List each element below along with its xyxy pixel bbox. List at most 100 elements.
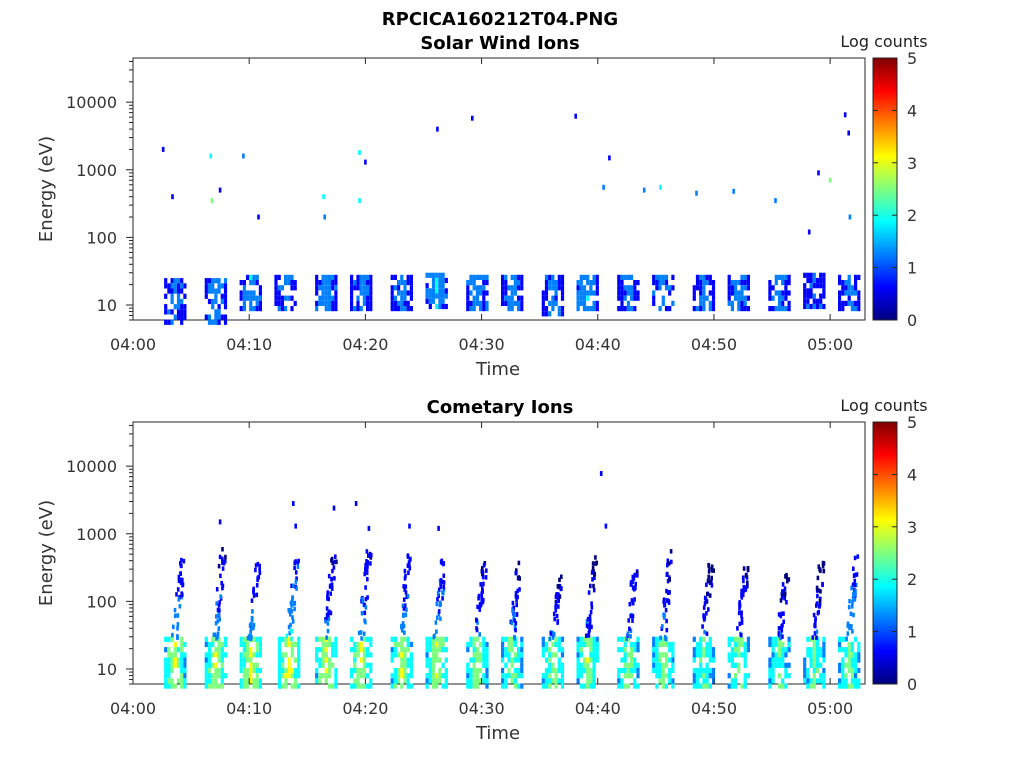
burst-cell [841, 662, 845, 668]
burst-cell [211, 683, 215, 689]
burst-cell [274, 290, 278, 296]
burst-cell [586, 667, 590, 674]
burst-cell [702, 285, 706, 291]
burst-cell [774, 280, 778, 286]
burst-cell [620, 295, 624, 301]
burst-cell [173, 647, 177, 653]
tail-cell [854, 589, 857, 594]
burst-cell [249, 667, 253, 674]
burst-cell [425, 657, 429, 663]
tail-cell [402, 597, 406, 602]
burst-cell [252, 306, 256, 312]
burst-cell [702, 673, 706, 679]
burst-cell [809, 678, 813, 684]
burst-cell [318, 678, 322, 684]
colorbar-label: Log counts [840, 32, 927, 51]
burst-cell [164, 647, 168, 653]
burst-cell [699, 673, 703, 679]
burst-cell [560, 678, 565, 684]
burst-cell [815, 277, 820, 284]
tail-cell [407, 570, 410, 576]
tail-cell [256, 561, 260, 567]
tail-cell [435, 601, 439, 607]
burst-cell [636, 673, 640, 679]
tail-cell [514, 620, 518, 626]
burst-cell [711, 280, 716, 286]
burst-cell [815, 678, 820, 684]
burst-cell [771, 667, 775, 674]
tail-cell [400, 623, 403, 629]
tail-cell [246, 635, 250, 641]
burst-cell [315, 274, 319, 280]
tail-cell [553, 616, 556, 622]
burst-cell [350, 667, 354, 674]
tail-cell [786, 578, 789, 584]
burst-cell [517, 295, 521, 301]
tail-cell [587, 630, 591, 636]
burst-cell [315, 636, 319, 642]
burst-cell [513, 300, 517, 306]
tail-cell [711, 568, 714, 573]
event-21 [774, 198, 777, 204]
burst-cell [560, 652, 565, 658]
burst-cell [472, 285, 476, 291]
burst-cell [435, 673, 439, 679]
burst-cell [315, 667, 319, 674]
burst-cell [592, 290, 596, 296]
burst-cell [362, 652, 366, 658]
burst-cell [692, 647, 696, 653]
burst-cell [431, 288, 436, 294]
burst-cell [620, 300, 624, 306]
tail-cell [513, 624, 517, 629]
tail-cell [439, 559, 443, 565]
burst-cell [400, 274, 404, 280]
burst-cell [242, 306, 246, 312]
tail-cell [221, 556, 224, 562]
tail-cell [746, 584, 749, 589]
burst-cell [359, 667, 363, 674]
burst-cell [857, 306, 861, 312]
burst-cell [280, 285, 284, 291]
burst-cell [576, 290, 580, 296]
burst-cell [170, 636, 174, 642]
burst-cell [406, 647, 410, 653]
burst-cell [362, 662, 366, 668]
burst-cell [207, 641, 212, 648]
burst-cell [774, 290, 778, 296]
tail-cell [214, 621, 218, 626]
burst-cell [356, 306, 360, 312]
burst-cell [501, 285, 505, 291]
burst-cell [485, 657, 489, 663]
tail-cell [251, 609, 254, 614]
burst-cell [164, 683, 168, 689]
burst-cell [444, 678, 448, 684]
burst-cell [787, 662, 791, 668]
burst-cell [444, 303, 448, 310]
burst-cell [472, 652, 476, 658]
tail-cell [554, 605, 557, 610]
burst-7 [425, 272, 448, 310]
burst-cell [207, 678, 212, 684]
burst-cell [854, 657, 858, 663]
tail-cell [255, 592, 259, 598]
burst-cell [702, 647, 706, 653]
burst-cell [737, 647, 741, 653]
burst-cell [576, 285, 580, 291]
burst-cell [504, 652, 508, 658]
burst-cell [771, 306, 775, 312]
burst-cell [777, 647, 782, 653]
burst-cell [630, 285, 634, 291]
burst-cell [258, 285, 262, 291]
burst-cell [695, 285, 700, 291]
tail-cell [179, 571, 182, 576]
tail-cell [514, 570, 518, 576]
burst-cell [777, 274, 782, 280]
burst-cell [787, 306, 791, 312]
event-4 [354, 501, 358, 506]
event-2 [209, 153, 213, 159]
burst-cell [623, 295, 627, 301]
burst-cell [633, 280, 637, 286]
burst-cell [324, 673, 328, 679]
burst-cell [737, 280, 741, 286]
